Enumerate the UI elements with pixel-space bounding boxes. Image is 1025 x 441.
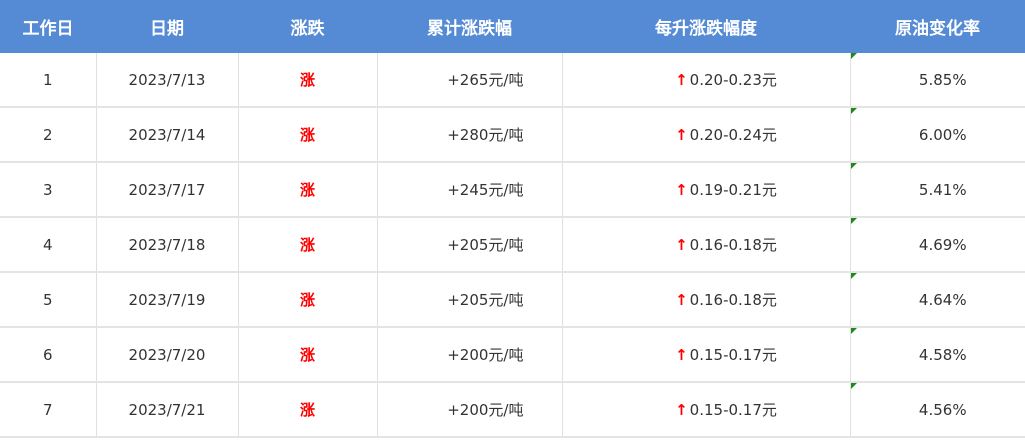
- header-row: 工作日 日期 涨跌 累计涨跌幅 每升涨跌幅度 原油变化率: [0, 0, 1025, 53]
- cell-workday[interactable]: 6: [0, 327, 97, 383]
- cell-trend[interactable]: 涨: [238, 162, 378, 218]
- header-date: 日期: [96, 0, 238, 53]
- cell-workday[interactable]: 5: [0, 272, 97, 328]
- cell-crude-change[interactable]: 4.69%: [850, 217, 1025, 273]
- cell-per-liter[interactable]: ↑ 0.20-0.23元: [562, 53, 851, 108]
- cell-cumulative[interactable]: +245元/吨: [377, 162, 563, 218]
- table-row: 7 2023/7/21 涨 +200元/吨 ↑ 0.15-0.17元 4.56%: [0, 382, 1025, 438]
- crude-change-value: 4.56%: [918, 400, 967, 419]
- cell-cumulative[interactable]: +265元/吨: [377, 53, 563, 108]
- cell-per-liter[interactable]: ↑ 0.16-0.18元: [562, 217, 851, 273]
- cell-trend[interactable]: 涨: [238, 327, 378, 383]
- table-row: 1 2023/7/13 涨 +265元/吨 ↑ 0.20-0.23元 5.85%: [0, 53, 1025, 108]
- comment-marker-icon: [850, 273, 857, 279]
- crude-change-value: 4.64%: [918, 290, 967, 309]
- cell-crude-change[interactable]: 5.85%: [850, 53, 1025, 108]
- crude-change-value: 4.58%: [918, 345, 967, 364]
- cell-crude-change[interactable]: 4.64%: [850, 272, 1025, 328]
- cell-date[interactable]: 2023/7/20: [96, 327, 239, 383]
- header-per-liter: 每升涨跌幅度: [562, 0, 850, 53]
- cell-cumulative[interactable]: +280元/吨: [377, 107, 563, 163]
- header-trend: 涨跌: [238, 0, 377, 53]
- table-row: 3 2023/7/17 涨 +245元/吨 ↑ 0.19-0.21元 5.41%: [0, 162, 1025, 218]
- table-row: 2 2023/7/14 涨 +280元/吨 ↑ 0.20-0.24元 6.00%: [0, 107, 1025, 163]
- cell-date[interactable]: 2023/7/13: [96, 53, 239, 108]
- cell-per-liter[interactable]: ↑ 0.15-0.17元: [562, 382, 851, 438]
- cell-workday[interactable]: 1: [0, 53, 97, 108]
- cell-crude-change[interactable]: 4.58%: [850, 327, 1025, 383]
- cell-workday[interactable]: 3: [0, 162, 97, 218]
- cell-workday[interactable]: 4: [0, 217, 97, 273]
- header-crude-change: 原油变化率: [850, 0, 1025, 53]
- crude-change-value: 5.41%: [918, 180, 967, 199]
- per-liter-value: 0.16-0.18元: [689, 236, 777, 254]
- table-row: 5 2023/7/19 涨 +205元/吨 ↑ 0.16-0.18元 4.64%: [0, 272, 1025, 328]
- table-row: 6 2023/7/20 涨 +200元/吨 ↑ 0.15-0.17元 4.58%: [0, 327, 1025, 383]
- cell-trend[interactable]: 涨: [238, 217, 378, 273]
- cell-date[interactable]: 2023/7/17: [96, 162, 239, 218]
- cell-trend[interactable]: 涨: [238, 272, 378, 328]
- cell-crude-change[interactable]: 6.00%: [850, 107, 1025, 163]
- cell-per-liter[interactable]: ↑ 0.16-0.18元: [562, 272, 851, 328]
- up-arrow-icon: ↑: [675, 71, 688, 89]
- cell-date[interactable]: 2023/7/19: [96, 272, 239, 328]
- up-arrow-icon: ↑: [675, 181, 688, 199]
- cell-workday[interactable]: 7: [0, 382, 97, 438]
- table-row: 4 2023/7/18 涨 +205元/吨 ↑ 0.16-0.18元 4.69%: [0, 217, 1025, 273]
- comment-marker-icon: [850, 383, 857, 389]
- cell-crude-change[interactable]: 4.56%: [850, 382, 1025, 438]
- header-workday: 工作日: [0, 0, 96, 53]
- per-liter-value: 0.16-0.18元: [689, 291, 777, 309]
- up-arrow-icon: ↑: [675, 401, 688, 419]
- cell-trend[interactable]: 涨: [238, 107, 378, 163]
- up-arrow-icon: ↑: [675, 291, 688, 309]
- up-arrow-icon: ↑: [675, 236, 688, 254]
- per-liter-value: 0.20-0.23元: [689, 71, 777, 89]
- per-liter-value: 0.20-0.24元: [689, 126, 777, 144]
- crude-change-value: 5.85%: [918, 70, 967, 89]
- per-liter-value: 0.19-0.21元: [689, 181, 777, 199]
- cell-trend[interactable]: 涨: [238, 382, 378, 438]
- comment-marker-icon: [850, 218, 857, 224]
- cell-per-liter[interactable]: ↑ 0.15-0.17元: [562, 327, 851, 383]
- cell-cumulative[interactable]: +205元/吨: [377, 217, 563, 273]
- crude-change-value: 6.00%: [918, 125, 967, 144]
- cell-crude-change[interactable]: 5.41%: [850, 162, 1025, 218]
- per-liter-value: 0.15-0.17元: [689, 346, 777, 364]
- comment-marker-icon: [850, 53, 857, 59]
- comment-marker-icon: [850, 328, 857, 334]
- cell-cumulative[interactable]: +205元/吨: [377, 272, 563, 328]
- cell-per-liter[interactable]: ↑ 0.19-0.21元: [562, 162, 851, 218]
- up-arrow-icon: ↑: [675, 346, 688, 364]
- cell-per-liter[interactable]: ↑ 0.20-0.24元: [562, 107, 851, 163]
- cell-cumulative[interactable]: +200元/吨: [377, 382, 563, 438]
- crude-change-value: 4.69%: [918, 235, 967, 254]
- header-cumulative: 累计涨跌幅: [377, 0, 562, 53]
- cell-date[interactable]: 2023/7/21: [96, 382, 239, 438]
- cell-cumulative[interactable]: +200元/吨: [377, 327, 563, 383]
- cell-trend[interactable]: 涨: [238, 53, 378, 108]
- per-liter-value: 0.15-0.17元: [689, 401, 777, 419]
- comment-marker-icon: [850, 108, 857, 114]
- cell-date[interactable]: 2023/7/18: [96, 217, 239, 273]
- comment-marker-icon: [850, 163, 857, 169]
- cell-workday[interactable]: 2: [0, 107, 97, 163]
- up-arrow-icon: ↑: [675, 126, 688, 144]
- cell-date[interactable]: 2023/7/14: [96, 107, 239, 163]
